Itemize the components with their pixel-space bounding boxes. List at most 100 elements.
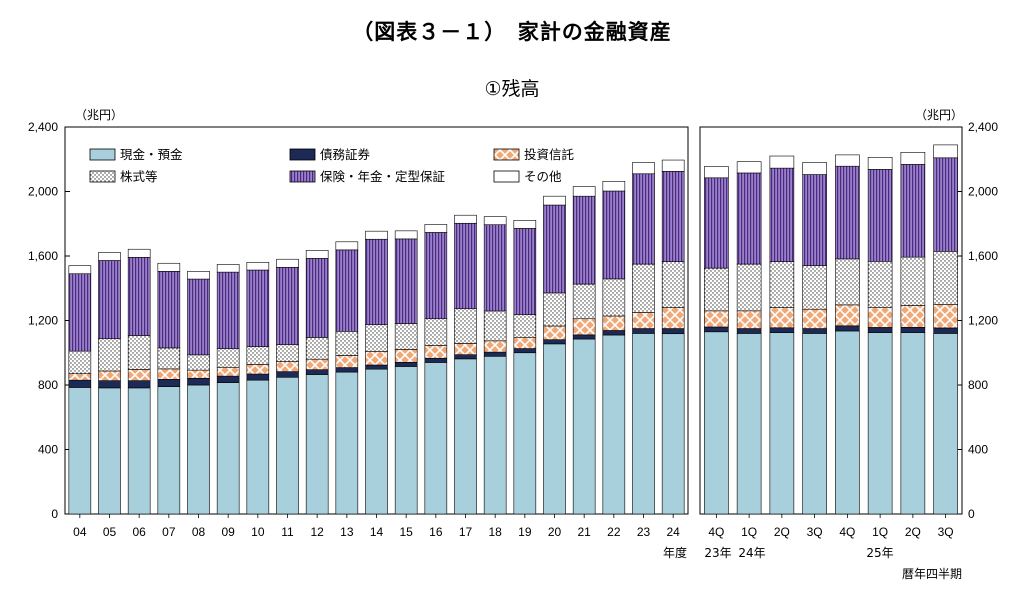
bar-segment-fund	[513, 336, 537, 349]
bar-segment-debt	[454, 354, 477, 360]
bar-segment-debt	[632, 328, 655, 334]
xtick-label-annual: 21	[577, 525, 591, 539]
bar-segment-insurance	[802, 174, 827, 266]
bar-segment-fund	[68, 373, 92, 381]
legend-swatch-equity	[89, 170, 116, 183]
bar-segment-cash	[68, 387, 92, 515]
bar-segment-equity	[867, 261, 893, 308]
xtick-label-annual: 20	[548, 525, 562, 539]
bar-segment-other	[68, 265, 92, 275]
legend-swatch-other	[493, 170, 520, 183]
year-label-25: 25年	[866, 546, 893, 560]
bar-segment-equity	[424, 318, 448, 346]
xtick-label-quarterly: 2Q	[774, 525, 790, 539]
bar-segment-debt	[276, 371, 299, 378]
bar-segment-insurance	[127, 256, 151, 336]
xtick-label-quarterly: 3Q	[938, 525, 954, 539]
bar-annual-15	[513, 220, 537, 515]
ytick-label-right: 1,200	[968, 314, 998, 328]
bar-annual-2	[127, 248, 151, 515]
bar-segment-insurance	[900, 164, 926, 258]
bar-segment-debt	[98, 380, 121, 389]
bar-segment-other	[276, 258, 299, 268]
xtick-label-quarterly: 2Q	[905, 525, 921, 539]
bar-segment-other	[602, 181, 626, 192]
bar-segment-cash	[246, 379, 270, 515]
xtick-label-annual: 07	[162, 525, 176, 539]
bar-segment-equity	[157, 347, 181, 370]
annual-xlabel: 年度	[663, 545, 687, 560]
bar-segment-equity	[802, 265, 827, 310]
bar-segment-other	[900, 152, 926, 165]
bar-segment-equity	[365, 324, 388, 352]
bar-segment-insurance	[835, 165, 860, 260]
bar-segment-debt	[157, 379, 181, 387]
bar-segment-cash	[602, 334, 626, 515]
bar-segment-debt	[305, 369, 329, 375]
legend-item-cash: 現金・預金	[89, 147, 183, 162]
ytick-label-left: 400	[38, 443, 58, 457]
bar-segment-debt	[513, 348, 537, 354]
bar-segment-cash	[424, 362, 448, 515]
bar-segment-debt	[246, 373, 270, 381]
bar-segment-fund	[632, 312, 655, 329]
xtick-label-annual: 04	[73, 525, 87, 539]
bar-segment-other	[543, 195, 566, 206]
bar-segment-fund	[157, 368, 181, 380]
bar-segment-debt	[661, 328, 685, 335]
bar-segment-other	[632, 162, 655, 175]
bar-annual-5	[216, 264, 240, 515]
xtick-label-quarterly: 1Q	[741, 525, 757, 539]
bar-segment-equity	[394, 323, 418, 350]
bar-segment-other	[867, 157, 893, 170]
bar-segment-equity	[602, 278, 626, 317]
bar-segment-debt	[867, 327, 893, 333]
bar-annual-10	[365, 230, 388, 515]
bar-segment-other	[335, 241, 359, 251]
bar-quarterly-3	[802, 162, 827, 515]
bar-segment-other	[424, 224, 448, 233]
bar-quarterly-7	[933, 144, 958, 515]
bar-segment-debt	[483, 351, 507, 357]
bar-segment-insurance	[216, 271, 240, 350]
bar-segment-equity	[572, 283, 596, 320]
legend-swatch-cash	[89, 148, 116, 161]
bar-segment-insurance	[157, 271, 181, 349]
bar-segment-debt	[736, 328, 762, 334]
xtick-label-annual: 16	[429, 525, 443, 539]
bar-annual-6	[246, 261, 270, 515]
year-label-23: 23年	[704, 546, 731, 560]
year-label-24: 24年	[738, 546, 765, 560]
bar-segment-other	[365, 230, 388, 240]
bar-segment-other	[736, 161, 762, 174]
bar-annual-7	[276, 258, 299, 515]
bar-annual-14	[483, 216, 507, 515]
bar-segment-fund	[394, 349, 418, 363]
xtick-label-annual: 09	[221, 525, 235, 539]
bar-segment-fund	[246, 364, 270, 375]
bar-segment-fund	[543, 325, 566, 340]
bar-segment-equity	[454, 308, 477, 344]
bar-segment-equity	[305, 337, 329, 360]
bar-segment-cash	[157, 386, 181, 515]
bar-annual-19	[632, 162, 655, 515]
bar-segment-cash	[572, 338, 596, 515]
bar-segment-cash	[933, 333, 958, 515]
bar-segment-debt	[424, 357, 448, 363]
bar-annual-12	[424, 224, 448, 515]
bar-segment-cash	[543, 343, 566, 515]
bar-segment-cash	[98, 387, 121, 515]
bar-segment-other	[157, 262, 181, 272]
bar-segment-cash	[216, 382, 240, 515]
bar-segment-fund	[933, 304, 958, 329]
bar-segment-cash	[483, 355, 507, 515]
bar-segment-cash	[394, 366, 418, 515]
legend-label-cash: 現金・預金	[120, 147, 183, 162]
bar-segment-equity	[835, 258, 860, 306]
bar-segment-other	[187, 271, 210, 280]
bar-segment-cash	[305, 374, 329, 515]
bar-segment-fund	[661, 307, 685, 329]
bar-segment-insurance	[98, 260, 121, 340]
bar-segment-fund	[900, 305, 926, 328]
legend-swatch-fund	[493, 148, 520, 161]
